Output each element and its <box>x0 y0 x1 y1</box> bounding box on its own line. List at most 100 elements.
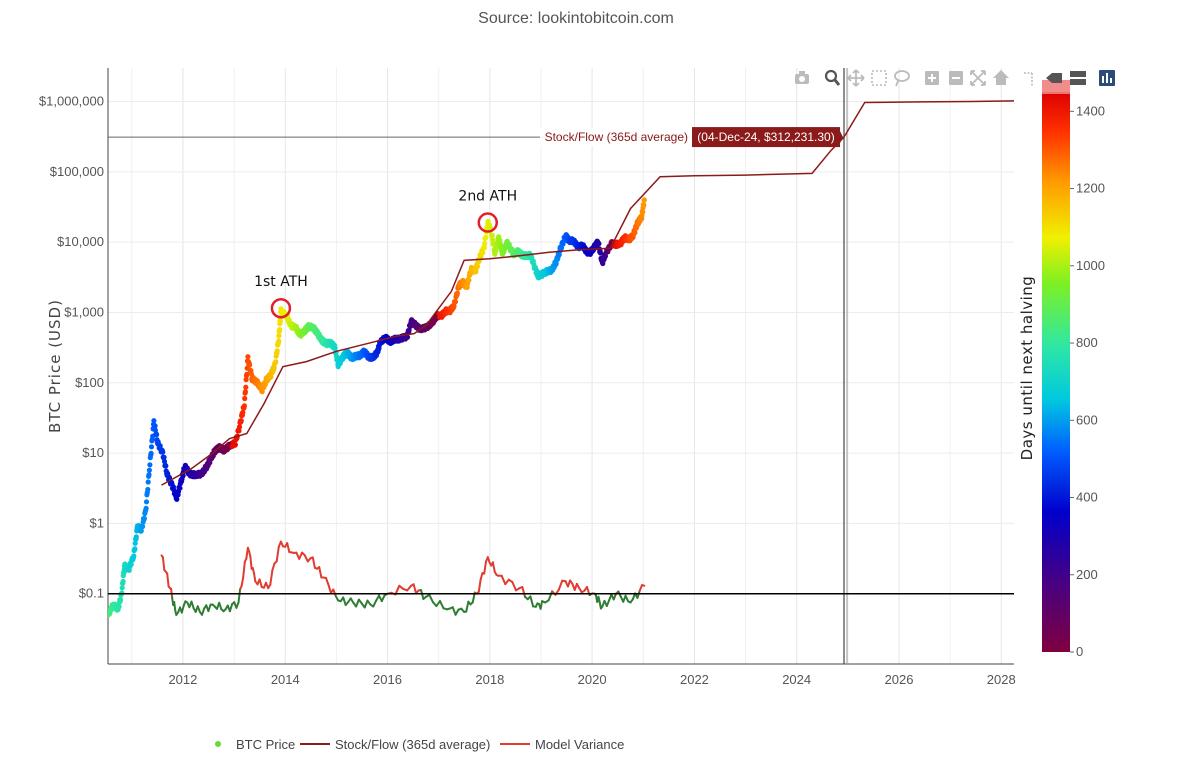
model-variance-segment[interactable] <box>465 600 470 613</box>
btc-price-point[interactable] <box>474 263 481 269</box>
btc-price-point[interactable] <box>481 245 487 251</box>
btc-price-point[interactable] <box>273 359 279 365</box>
btc-price-point[interactable] <box>490 237 496 243</box>
btc-price-point[interactable] <box>529 254 535 260</box>
model-variance-segment[interactable] <box>483 560 487 575</box>
model-variance-segment[interactable] <box>298 551 304 560</box>
btc-price-point[interactable] <box>640 209 646 215</box>
btc-price-point[interactable] <box>238 418 244 424</box>
btc-price-point[interactable] <box>641 202 647 208</box>
home-icon[interactable]: Reset axes <box>993 70 1009 85</box>
btc-price-point[interactable] <box>632 230 638 236</box>
btc-price-point[interactable] <box>276 333 282 339</box>
model-variance-segment[interactable] <box>529 595 535 608</box>
btc-price-point[interactable] <box>553 260 559 267</box>
btc-price-point[interactable] <box>276 338 282 344</box>
btc-price-point[interactable] <box>128 561 134 568</box>
plotly-logo-icon[interactable]: Produced with Plotly <box>1099 70 1115 86</box>
camera-icon[interactable]: Download plot as png <box>795 71 809 84</box>
btc-price-point[interactable] <box>404 334 411 340</box>
model-variance-segment[interactable] <box>286 542 291 553</box>
model-variance-segment[interactable] <box>242 560 246 579</box>
btc-price-point[interactable] <box>133 534 139 540</box>
btc-price-point[interactable] <box>151 418 157 424</box>
btc-price-point[interactable] <box>596 241 602 247</box>
btc-price-point[interactable] <box>464 284 470 290</box>
modebar-toolbar[interactable]: Download plot as png Zoom Pan Box Select Las… <box>795 69 1115 87</box>
model-variance-segment[interactable] <box>311 556 316 569</box>
btc-price-point[interactable] <box>597 250 604 256</box>
model-variance-segment[interactable] <box>240 576 245 588</box>
hover-compare-icon[interactable]: Compare data on hover <box>1070 71 1086 85</box>
btc-price-series[interactable] <box>106 197 647 618</box>
btc-price-point[interactable] <box>152 423 158 429</box>
model-variance-segment[interactable] <box>325 577 330 586</box>
btc-price-point[interactable] <box>489 232 495 238</box>
btc-price-point[interactable] <box>154 432 160 438</box>
model-variance-segment[interactable] <box>228 603 234 613</box>
btc-price-point[interactable] <box>131 553 137 559</box>
btc-price-point[interactable] <box>558 245 565 251</box>
btc-price-point[interactable] <box>332 345 338 351</box>
btc-price-point[interactable] <box>147 462 153 468</box>
zoom-out-icon[interactable]: Zoom out <box>949 71 963 85</box>
model-variance-segment[interactable] <box>271 562 276 572</box>
model-variance-segment[interactable] <box>253 572 257 583</box>
model-variance-segment[interactable] <box>439 600 445 610</box>
model-variance-segment[interactable] <box>218 601 223 611</box>
legend[interactable]: BTC Price Stock/Flow (365d average) Model … <box>215 737 624 752</box>
btc-price-point[interactable] <box>148 450 154 456</box>
model-variance-segment[interactable] <box>547 590 554 602</box>
autoscale-icon[interactable]: Autoscale <box>970 70 986 86</box>
model-variance-segment[interactable] <box>420 589 425 600</box>
btc-price-point[interactable] <box>132 540 138 546</box>
lasso-icon[interactable]: Lasso Select <box>894 70 910 87</box>
btc-price-point[interactable] <box>143 505 149 511</box>
model-variance-segment[interactable] <box>477 578 482 593</box>
model-variance-segment[interactable] <box>428 593 434 604</box>
btc-price-point[interactable] <box>483 234 489 241</box>
model-variance-segment[interactable] <box>479 572 484 581</box>
model-variance-segment[interactable] <box>612 592 617 601</box>
btc-price-point[interactable] <box>177 485 183 491</box>
btc-price-point[interactable] <box>243 384 249 390</box>
model-variance-segment[interactable] <box>201 607 206 616</box>
model-variance-segment[interactable] <box>161 556 166 571</box>
btc-price-point[interactable] <box>163 463 169 469</box>
btc-price-point[interactable] <box>145 479 151 485</box>
model-variance-segment[interactable] <box>412 583 418 595</box>
model-variance-segment[interactable] <box>258 578 263 589</box>
model-variance-segment[interactable] <box>275 545 280 563</box>
btc-price-point[interactable] <box>236 428 242 434</box>
model-variance-segment[interactable] <box>451 606 457 616</box>
model-variance-segment[interactable] <box>237 588 242 604</box>
legend-item[interactable]: Model Variance <box>500 737 624 752</box>
btc-price-point[interactable] <box>117 597 124 603</box>
btc-price-point[interactable] <box>148 444 155 450</box>
model-variance-segment[interactable] <box>269 569 274 586</box>
model-variance-segment[interactable] <box>511 581 517 592</box>
model-variance-segment[interactable] <box>318 566 323 579</box>
btc-price-point[interactable] <box>451 303 457 309</box>
model-variance-segment[interactable] <box>638 584 643 592</box>
model-variance-segment[interactable] <box>180 605 185 614</box>
btc-price-point[interactable] <box>274 348 280 354</box>
btc-price-point[interactable] <box>482 240 488 247</box>
btc-price-point[interactable] <box>145 486 151 493</box>
btc-price-point[interactable] <box>641 197 647 203</box>
btc-price-point[interactable] <box>243 377 249 383</box>
btc-price-point[interactable] <box>143 499 150 505</box>
model-variance-segment[interactable] <box>372 599 378 608</box>
btc-price-point[interactable] <box>466 277 472 283</box>
model-variance-segment[interactable] <box>605 599 611 607</box>
btc-price-point[interactable] <box>454 290 460 296</box>
btc-price-point[interactable] <box>242 395 248 402</box>
plot-area[interactable] <box>106 100 1014 618</box>
pan-icon[interactable]: Pan <box>847 69 865 87</box>
btc-price-point[interactable] <box>406 327 412 333</box>
btc-price-point[interactable] <box>140 523 146 530</box>
model-variance-segment[interactable] <box>355 598 360 608</box>
btc-price-point[interactable] <box>241 403 247 409</box>
zoom-in-icon[interactable]: Zoom in <box>925 71 939 85</box>
btc-price-point[interactable] <box>132 546 138 552</box>
